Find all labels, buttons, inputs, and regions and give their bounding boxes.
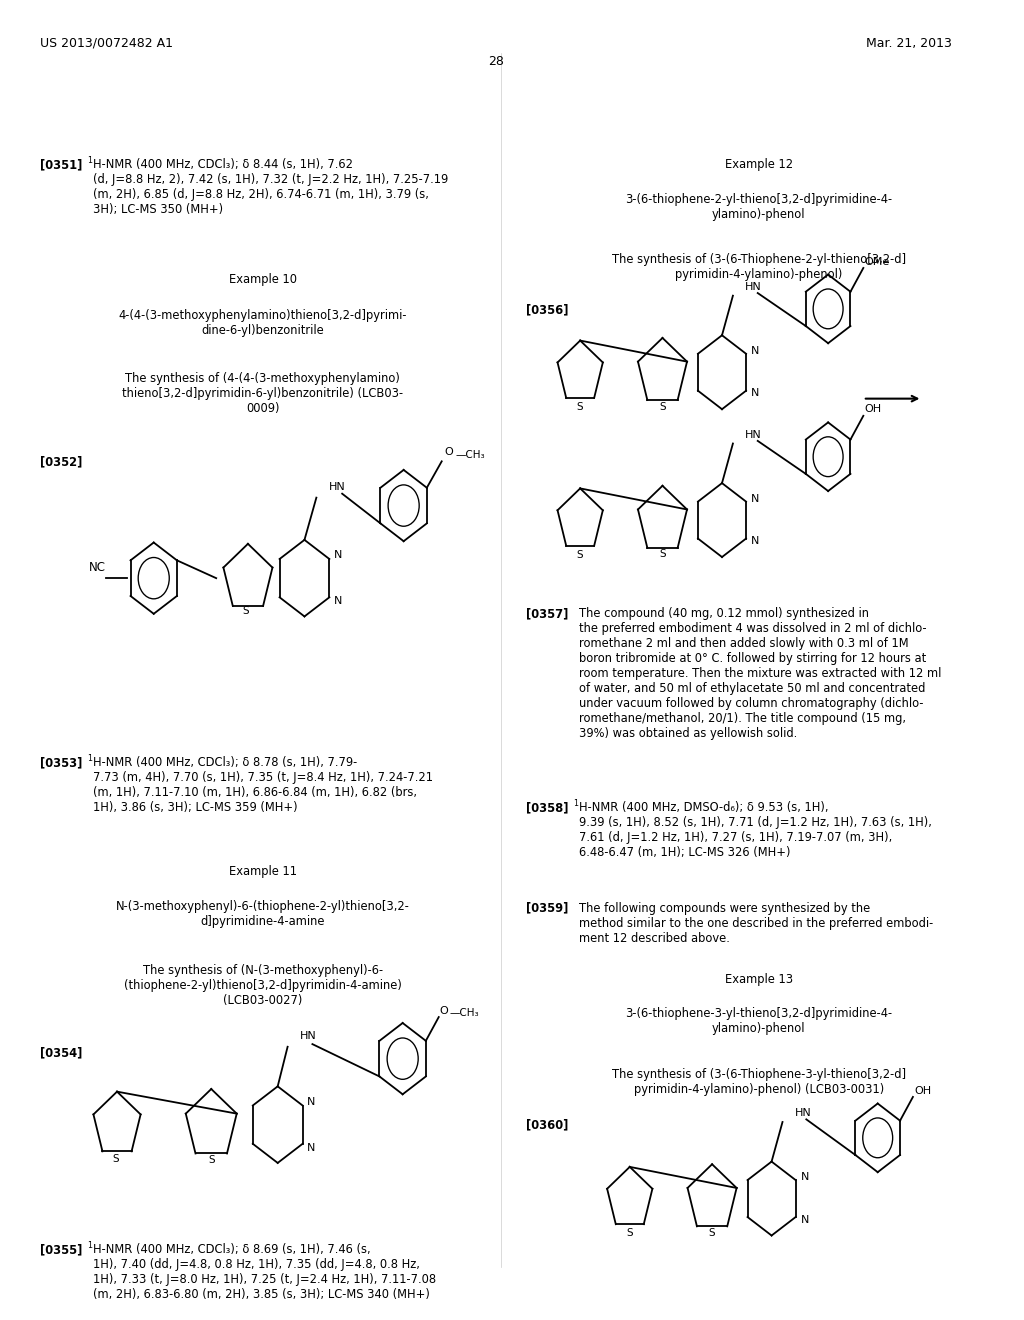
- Text: HN: HN: [795, 1107, 811, 1118]
- Text: S: S: [208, 1155, 215, 1166]
- Text: [0355]: [0355]: [40, 1243, 82, 1257]
- Text: [0360]: [0360]: [525, 1118, 568, 1131]
- Text: The following compounds were synthesized by the
method similar to the one descri: The following compounds were synthesized…: [580, 902, 934, 945]
- Text: N: N: [801, 1172, 809, 1183]
- Text: 3-(6-thiophene-3-yl-thieno[3,2-d]pyrimidine-4-
ylamino)-phenol: 3-(6-thiophene-3-yl-thieno[3,2-d]pyrimid…: [625, 1007, 892, 1035]
- Text: 1: 1: [87, 156, 92, 165]
- Text: S: S: [627, 1229, 633, 1238]
- Text: Example 11: Example 11: [228, 865, 297, 878]
- Text: [0358]: [0358]: [525, 801, 568, 814]
- Text: Example 13: Example 13: [725, 973, 793, 986]
- Text: S: S: [577, 550, 584, 560]
- Text: H-NMR (400 MHz, CDCl₃); δ 8.78 (s, 1H), 7.79-
7.73 (m, 4H), 7.70 (s, 1H), 7.35 (: H-NMR (400 MHz, CDCl₃); δ 8.78 (s, 1H), …: [93, 756, 433, 814]
- Text: N: N: [334, 597, 342, 606]
- Text: S: S: [709, 1228, 716, 1238]
- Text: —CH₃: —CH₃: [456, 450, 485, 459]
- Text: HN: HN: [299, 1031, 316, 1041]
- Text: S: S: [659, 401, 666, 412]
- Text: OH: OH: [914, 1085, 931, 1096]
- Text: HN: HN: [744, 429, 762, 440]
- Text: The synthesis of (4-(4-(3-methoxyphenylamino)
thieno[3,2-d]pyrimidin-6-yl)benzon: The synthesis of (4-(4-(3-methoxyphenyla…: [122, 372, 403, 416]
- Text: 4-(4-(3-methoxyphenylamino)thieno[3,2-d]pyrimi-
dine-6-yl)benzonitrile: 4-(4-(3-methoxyphenylamino)thieno[3,2-d]…: [119, 309, 408, 337]
- Text: HN: HN: [744, 281, 762, 292]
- Text: S: S: [659, 549, 666, 560]
- Text: 1: 1: [87, 1241, 92, 1250]
- Text: N: N: [307, 1143, 315, 1152]
- Text: N-(3-methoxyphenyl)-6-(thiophene-2-yl)thieno[3,2-
d]pyrimidine-4-amine: N-(3-methoxyphenyl)-6-(thiophene-2-yl)th…: [116, 900, 410, 928]
- Text: Example 10: Example 10: [228, 273, 297, 286]
- Text: S: S: [243, 606, 249, 615]
- Text: NC: NC: [89, 561, 106, 574]
- Text: The synthesis of (3-(6-Thiophene-2-yl-thieno[3,2-d]
pyrimidin-4-ylamino)-phenol): The synthesis of (3-(6-Thiophene-2-yl-th…: [611, 253, 906, 281]
- Text: The compound (40 mg, 0.12 mmol) synthesized in
the preferred embodiment 4 was di: The compound (40 mg, 0.12 mmol) synthesi…: [580, 607, 941, 741]
- Text: OH: OH: [864, 404, 882, 414]
- Text: 1: 1: [573, 799, 579, 808]
- Text: N: N: [751, 494, 759, 504]
- Text: [0359]: [0359]: [525, 902, 568, 915]
- Text: N: N: [751, 536, 759, 546]
- Text: [0352]: [0352]: [40, 455, 82, 469]
- Text: [0351]: [0351]: [40, 158, 82, 172]
- Text: The synthesis of (N-(3-methoxyphenyl)-6-
(thiophene-2-yl)thieno[3,2-d]pyrimidin-: The synthesis of (N-(3-methoxyphenyl)-6-…: [124, 964, 401, 1007]
- Text: O: O: [444, 447, 454, 457]
- Text: H-NMR (400 MHz, CDCl₃); δ 8.44 (s, 1H), 7.62
(d, J=8.8 Hz, 2), 7.42 (s, 1H), 7.3: H-NMR (400 MHz, CDCl₃); δ 8.44 (s, 1H), …: [93, 158, 449, 216]
- Text: 28: 28: [488, 55, 504, 69]
- Text: N: N: [801, 1214, 809, 1225]
- Text: Example 12: Example 12: [725, 158, 793, 172]
- Text: OMe: OMe: [864, 256, 890, 267]
- Text: N: N: [751, 388, 759, 399]
- Text: O: O: [439, 1006, 449, 1016]
- Text: N: N: [751, 346, 759, 356]
- Text: [0357]: [0357]: [525, 607, 568, 620]
- Text: HN: HN: [330, 482, 346, 492]
- Text: US 2013/0072482 A1: US 2013/0072482 A1: [40, 37, 173, 50]
- Text: N: N: [334, 550, 342, 560]
- Text: H-NMR (400 MHz, CDCl₃); δ 8.69 (s, 1H), 7.46 (s,
1H), 7.40 (dd, J=4.8, 0.8 Hz, 1: H-NMR (400 MHz, CDCl₃); δ 8.69 (s, 1H), …: [93, 1243, 436, 1302]
- Text: [0354]: [0354]: [40, 1047, 82, 1060]
- Text: H-NMR (400 MHz, DMSO-d₆); δ 9.53 (s, 1H),
9.39 (s, 1H), 8.52 (s, 1H), 7.71 (d, J: H-NMR (400 MHz, DMSO-d₆); δ 9.53 (s, 1H)…: [580, 801, 932, 859]
- Text: —CH₃: —CH₃: [450, 1008, 479, 1019]
- Text: S: S: [113, 1154, 120, 1164]
- Text: S: S: [577, 403, 584, 412]
- Text: [0353]: [0353]: [40, 756, 82, 770]
- Text: Mar. 21, 2013: Mar. 21, 2013: [866, 37, 952, 50]
- Text: N: N: [307, 1097, 315, 1106]
- Text: 3-(6-thiophene-2-yl-thieno[3,2-d]pyrimidine-4-
ylamino)-phenol: 3-(6-thiophene-2-yl-thieno[3,2-d]pyrimid…: [625, 193, 892, 220]
- Text: The synthesis of (3-(6-Thiophene-3-yl-thieno[3,2-d]
pyrimidin-4-ylamino)-phenol): The synthesis of (3-(6-Thiophene-3-yl-th…: [611, 1068, 906, 1096]
- Text: [0356]: [0356]: [525, 304, 568, 317]
- Text: 1: 1: [87, 754, 92, 763]
